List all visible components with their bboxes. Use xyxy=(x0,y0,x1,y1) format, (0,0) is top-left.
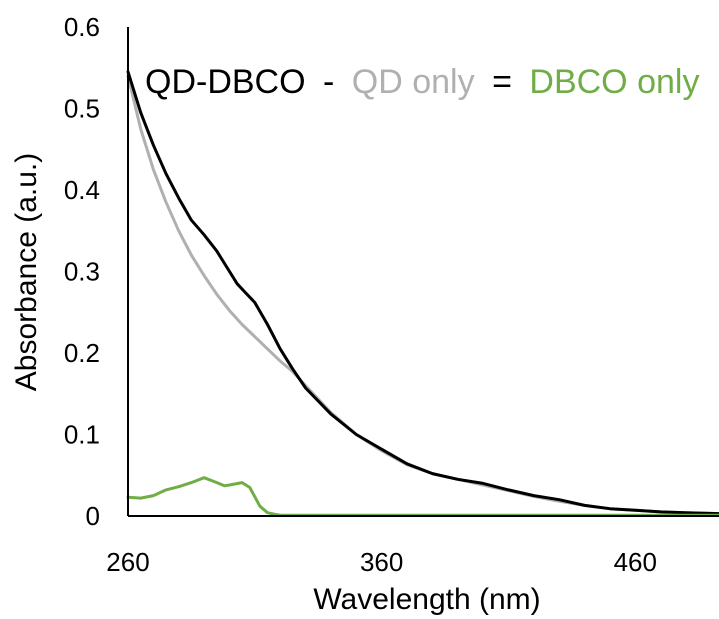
y-tick-labels: 0 0.1 0.2 0.3 0.4 0.5 0.6 xyxy=(64,12,100,531)
series-line-qd-dbco xyxy=(126,70,719,516)
equation-part-dbco-only: DBCO only xyxy=(529,63,699,101)
y-tick-label: 0.2 xyxy=(64,338,100,368)
x-tick-label: 360 xyxy=(360,547,403,577)
y-tick-label: 0.5 xyxy=(64,94,100,124)
equation-part-qd-only: QD only xyxy=(352,63,475,101)
y-tick-label: 0.6 xyxy=(64,12,100,42)
equation-part-qd-dbco: QD-DBCO xyxy=(145,63,306,101)
x-tick-label: 460 xyxy=(614,547,657,577)
series-layer xyxy=(126,70,719,517)
equation-minus: - xyxy=(323,63,334,101)
y-axis-title: Absorbance (a.u.) xyxy=(10,153,43,391)
x-tick-label: 260 xyxy=(106,547,149,577)
series-line-qd-only xyxy=(126,74,719,516)
equation-annotation: QD-DBCO - QD only = DBCO only xyxy=(145,63,699,101)
y-tick-label: 0.1 xyxy=(64,420,100,450)
x-axis-title: Wavelength (nm) xyxy=(313,583,540,616)
x-tick-labels: 260 360 460 xyxy=(106,547,657,577)
y-tick-label: 0.4 xyxy=(64,175,100,205)
y-tick-label: 0 xyxy=(86,501,100,531)
equation-equals: = xyxy=(492,63,512,101)
axes xyxy=(127,27,719,517)
y-tick-label: 0.3 xyxy=(64,257,100,287)
